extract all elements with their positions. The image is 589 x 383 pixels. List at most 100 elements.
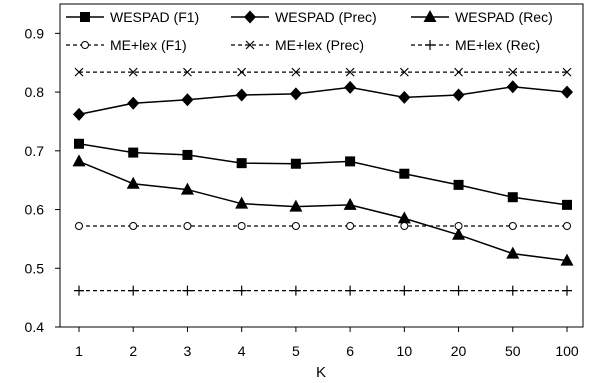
legend-label: ME+lex (Prec): [275, 37, 364, 53]
data-point: [180, 182, 194, 195]
data-point: [453, 179, 464, 190]
y-tick-label: 0.5: [25, 260, 45, 276]
data-point: [72, 154, 86, 167]
data-point: [181, 93, 194, 107]
legend-label: WESPAD (Prec): [275, 9, 377, 25]
data-point: [237, 221, 246, 230]
y-tick-label: 0.9: [25, 25, 45, 41]
data-point: [507, 285, 518, 296]
x-axis-title: K: [316, 364, 326, 381]
series-line: [78, 143, 568, 206]
data-point: [454, 221, 463, 230]
legend-item: WESPAD (Prec): [231, 9, 377, 25]
data-point: [506, 246, 520, 259]
series-3: [75, 221, 571, 230]
data-point: [562, 199, 572, 210]
data-point: [237, 67, 247, 77]
data-point: [506, 80, 519, 94]
data-point: [452, 227, 466, 240]
legend-label: ME+lex (F1): [110, 37, 187, 53]
data-point: [453, 285, 464, 296]
legend-item: WESPAD (Rec): [411, 9, 553, 25]
data-point: [508, 221, 517, 230]
data-point: [128, 285, 139, 296]
data-point: [345, 285, 356, 296]
series-5: [74, 285, 572, 296]
data-point-legend: [425, 40, 435, 50]
data-point: [563, 221, 571, 230]
data-point: [128, 147, 139, 158]
legend-item: ME+lex (F1): [66, 37, 187, 53]
series-line: [78, 160, 568, 262]
data-point: [289, 199, 303, 212]
y-tick-label: 0.7: [25, 143, 45, 159]
data-point: [182, 149, 193, 160]
data-point: [454, 67, 463, 77]
x-tick-label: 5: [292, 343, 300, 359]
x-tick-label: 1: [75, 343, 83, 359]
data-point: [74, 67, 84, 77]
series-1: [73, 80, 573, 121]
legend-item: ME+lex (Prec): [231, 37, 364, 53]
x-tick-label: 2: [129, 343, 137, 359]
data-point: [400, 221, 409, 230]
series-4: [74, 67, 572, 77]
data-point: [235, 88, 248, 102]
data-point: [75, 221, 83, 230]
legend-label: ME+lex (Rec): [455, 37, 540, 53]
data-point: [183, 67, 192, 77]
data-point: [236, 158, 247, 169]
x-tick-label: 100: [555, 343, 579, 359]
data-point: [343, 197, 357, 210]
data-point: [560, 253, 574, 266]
data-point: [290, 158, 301, 169]
data-point: [561, 85, 573, 99]
data-point-legend: [245, 40, 255, 50]
plot-area: [59, 3, 584, 328]
data-point: [291, 67, 301, 77]
x-tick-label: 10: [397, 343, 413, 359]
data-point: [452, 88, 465, 102]
data-point: [74, 285, 84, 296]
data-point-legend: [80, 12, 90, 22]
data-point-legend: [244, 10, 256, 24]
data-point: [562, 285, 572, 296]
y-tick-label: 0.8: [25, 84, 45, 100]
legend: WESPAD (F1) WESPAD (Prec) WESPAD (Rec) ME+l…: [66, 9, 553, 53]
data-point: [399, 168, 410, 179]
data-point: [562, 67, 572, 77]
data-point: [128, 67, 138, 77]
data-point: [127, 96, 140, 110]
x-tick-label: 3: [184, 343, 192, 359]
x-tick-label: 20: [451, 343, 467, 359]
data-point: [126, 176, 140, 189]
data-point: [399, 67, 409, 77]
legend-item: ME+lex (Rec): [411, 37, 540, 53]
x-tick-label: 4: [238, 343, 246, 359]
y-tick-label: 0.4: [25, 319, 45, 335]
series-2: [72, 154, 574, 266]
data-point: [346, 221, 355, 230]
y-axis: 0.4 0.5 0.6 0.7 0.8 0.9: [25, 25, 60, 335]
x-tick-label: 6: [346, 343, 354, 359]
data-point-legend: [423, 10, 437, 22]
data-point: [344, 80, 357, 94]
data-point: [236, 285, 247, 296]
data-point: [397, 211, 411, 224]
series-line: [78, 86, 568, 116]
data-point: [507, 192, 518, 203]
x-axis: 1 2 3 4 5 6 10 20 50 100: [75, 327, 579, 359]
y-tick-label: 0.6: [25, 202, 45, 218]
series-group: [72, 67, 574, 296]
x-tick-label: 50: [505, 343, 521, 359]
data-point: [182, 285, 193, 296]
data-point: [235, 196, 249, 209]
data-point: [291, 221, 300, 230]
data-point: [129, 221, 138, 230]
data-point: [345, 156, 356, 167]
series-0: [74, 138, 572, 210]
data-point: [398, 90, 411, 104]
data-point: [399, 285, 410, 296]
data-point-legend: [81, 41, 89, 49]
